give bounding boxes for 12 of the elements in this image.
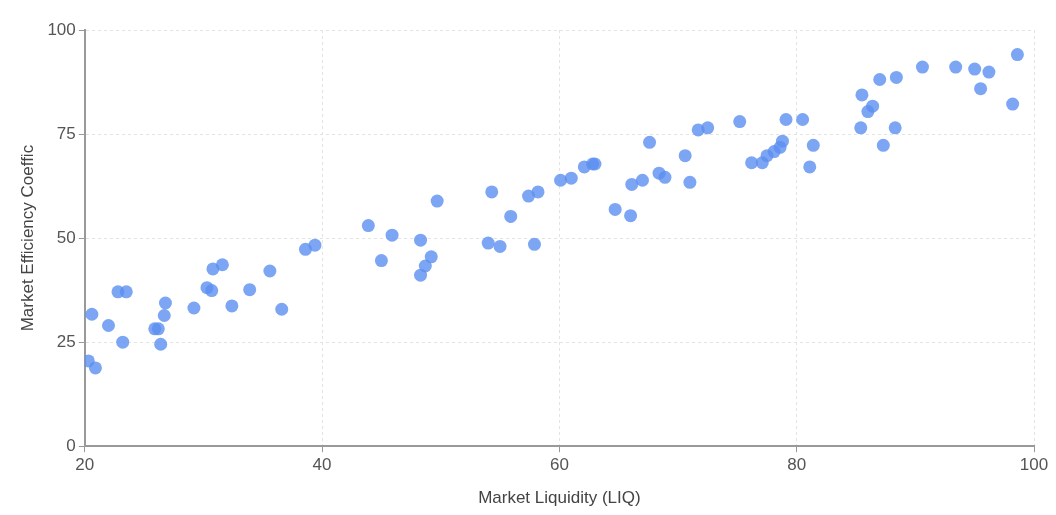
x-axis-title: Market Liquidity (LIQ) — [478, 488, 641, 508]
y-tick-label: 75 — [56, 123, 76, 143]
x-tick-label: 80 — [787, 455, 807, 475]
x-tick-label: 60 — [549, 455, 569, 475]
y-tick-label: 25 — [56, 331, 76, 351]
y-axis-title: Market Efficiency Coeffic — [17, 144, 37, 332]
y-tick-label: 100 — [47, 19, 76, 39]
x-tick-label: 40 — [312, 455, 332, 475]
y-tick-label: 50 — [56, 227, 76, 247]
x-tick-label: 100 — [1019, 455, 1049, 475]
y-tick-label: 0 — [66, 435, 76, 455]
x-tick-label: 20 — [75, 455, 95, 475]
